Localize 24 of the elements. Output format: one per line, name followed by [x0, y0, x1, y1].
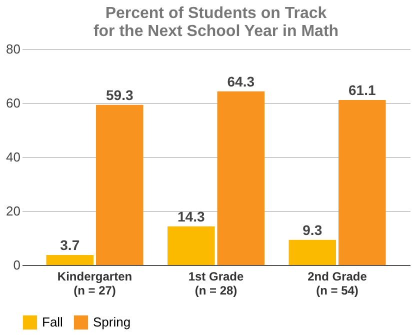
bar	[46, 255, 94, 265]
legend-label: Spring	[93, 314, 131, 330]
bar	[96, 104, 144, 265]
text: Percent of Students on Track	[105, 5, 327, 22]
data-label: 64.3	[227, 73, 255, 90]
y-tick-label: 80	[6, 42, 20, 56]
y-tick-label: 20	[6, 204, 20, 218]
text: for the Next School Year in Math	[93, 23, 339, 40]
data-label: 61.1	[348, 82, 376, 98]
data-label: 14.3	[178, 208, 205, 224]
y-tick-label: 0	[13, 258, 20, 272]
data-label: 3.7	[60, 237, 80, 254]
y-tick-label: 60	[6, 96, 20, 110]
bar	[338, 100, 386, 265]
x-tick-label: Kindergarten (n = 27)	[57, 270, 132, 298]
x-tick-label: 1st Grade (n = 28)	[188, 270, 244, 298]
y-tick-label: 40	[6, 150, 20, 164]
bar	[168, 226, 215, 265]
data-label: 59.3	[106, 86, 134, 103]
bar	[288, 240, 336, 265]
legend-label: Fall	[42, 314, 64, 330]
bar	[217, 91, 264, 265]
x-tick-label: 2nd Grade (n = 54)	[308, 270, 368, 298]
data-label: 9.3	[302, 222, 322, 238]
